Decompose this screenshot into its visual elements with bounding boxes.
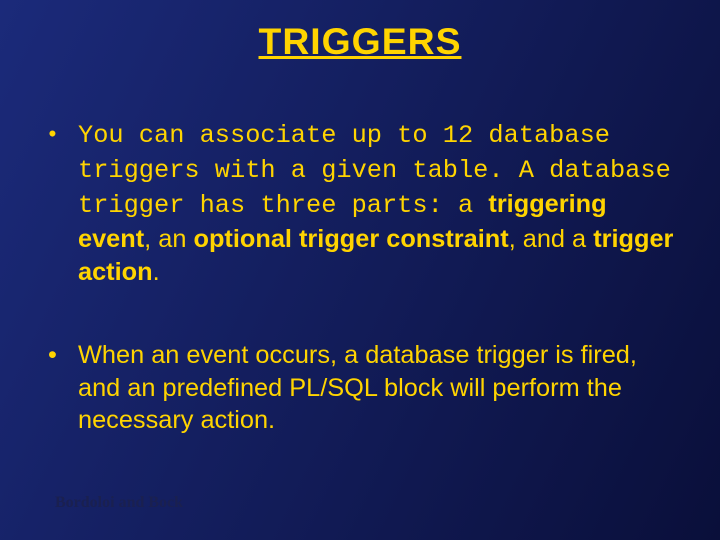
- slide: TRIGGERS You can associate up to 12 data…: [0, 0, 720, 540]
- bullet-1-text-4: , and a: [509, 225, 594, 253]
- bullet-list: You can associate up to 12 database trig…: [40, 118, 680, 437]
- bullet-1-bold-3: optional trigger constraint: [193, 225, 508, 253]
- bullet-2-text: When an event occurs, a database trigger…: [78, 341, 637, 435]
- bullet-1-text-6: .: [153, 258, 160, 286]
- bullet-item-1: You can associate up to 12 database trig…: [40, 118, 680, 289]
- footer-credit: Bordoloi and Bock: [55, 494, 183, 512]
- bullet-1-text-2: , an: [144, 225, 193, 253]
- bullet-item-2: When an event occurs, a database trigger…: [40, 339, 680, 438]
- slide-title: TRIGGERS: [40, 20, 680, 63]
